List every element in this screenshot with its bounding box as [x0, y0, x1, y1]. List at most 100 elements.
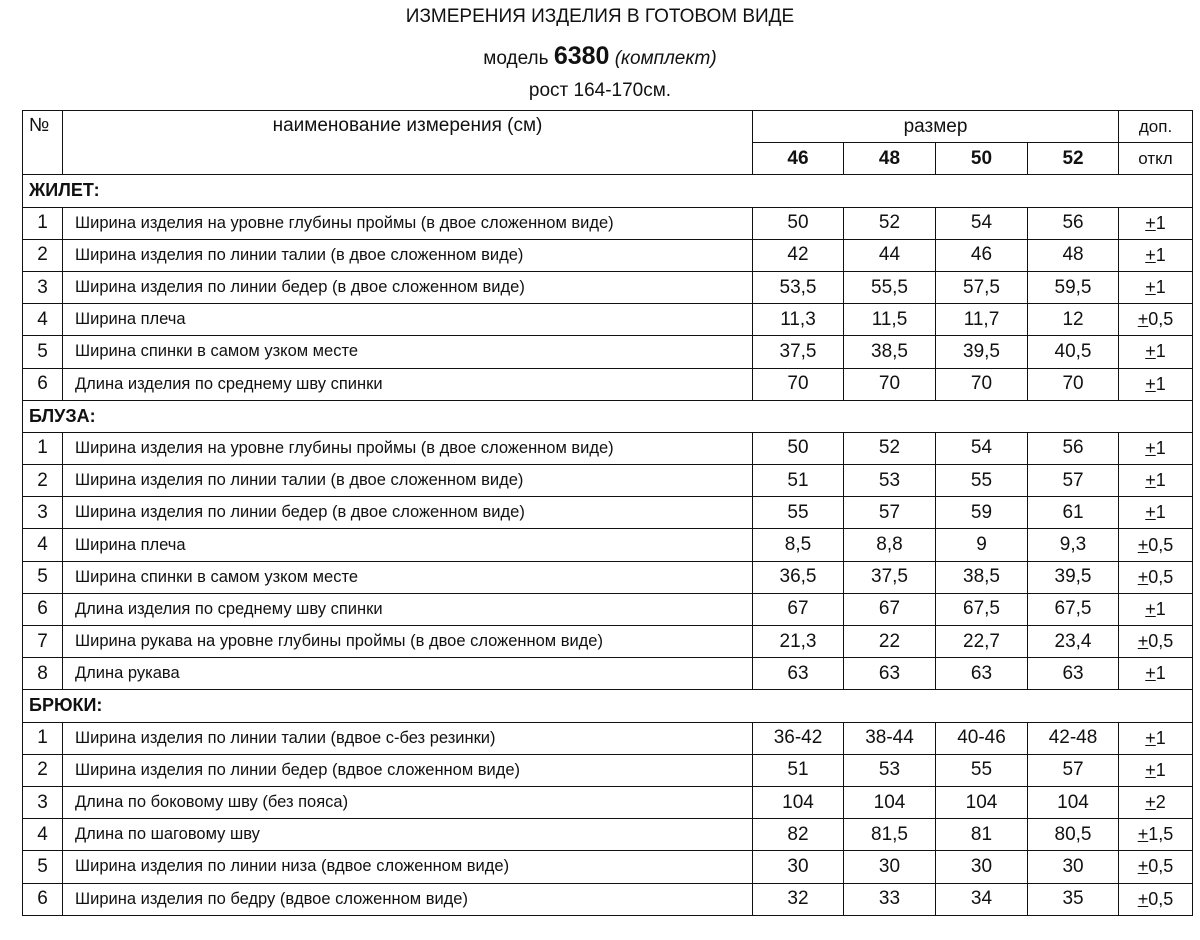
table-row: 4 Ширина плеча 8,5 8,8 9 9,3 +0,5 [22, 528, 1194, 562]
measurement-name: Ширина изделия по линии бедер (вдвое сло… [62, 753, 753, 787]
size-value: 52 [843, 431, 936, 466]
size-value: 37,5 [752, 335, 844, 369]
tolerance-value: +1 [1118, 464, 1194, 498]
measurement-name: Ширина изделия по линии талии (в двое сл… [62, 238, 753, 272]
measurement-name: Длина изделия по среднему шву спинки [62, 592, 753, 627]
size-value: 38,5 [935, 560, 1028, 594]
size-value: 63 [935, 657, 1028, 691]
measurement-name: Длина рукава [62, 657, 753, 691]
size-value: 51 [752, 753, 844, 787]
size-value: 51 [752, 464, 844, 498]
row-number: 2 [22, 464, 63, 498]
size-value: 53 [843, 464, 936, 498]
size-value: 56 [1026, 431, 1120, 466]
size-value: 67 [843, 592, 936, 627]
size-value: 30 [1026, 850, 1120, 884]
measurements-table: № наименование измерения (см) размер доп… [21, 109, 1194, 916]
size-value: 53 [843, 753, 936, 787]
table-row: 5 Ширина спинки в самом узком месте 36,5 37… [22, 560, 1194, 594]
measurement-name: Ширина изделия по линии бедер (в двое сл… [62, 496, 753, 530]
size-value: 32 [752, 882, 844, 916]
size-value: 42-48 [1026, 721, 1120, 755]
tolerance-value: +1 [1118, 431, 1194, 466]
size-46: 46 [752, 142, 844, 176]
model-prefix: модель [483, 48, 549, 69]
model-suffix: (комплект) [614, 48, 717, 69]
model-number: 6380 [553, 42, 610, 70]
size-value: 8,5 [752, 528, 844, 562]
tolerance-value: +1 [1118, 206, 1194, 240]
row-number: 6 [22, 367, 63, 401]
tolerance-value: +1 [1118, 496, 1194, 530]
size-value: 9,3 [1026, 528, 1120, 562]
size-value: 46 [935, 238, 1028, 272]
size-value: 30 [935, 850, 1028, 884]
size-value: 11,7 [935, 303, 1028, 337]
size-48: 48 [843, 142, 936, 176]
table-row: 1 Ширина изделия на уровне глубины проймы… [22, 431, 1194, 466]
row-number: 1 [22, 206, 63, 240]
size-value: 35 [1026, 882, 1120, 916]
table-row: 6 Ширина изделия по бедру (вдвое сложенно… [22, 882, 1194, 916]
measurement-name: Ширина спинки в самом узком месте [62, 335, 753, 369]
size-value: 63 [1026, 657, 1120, 691]
size-value: 8,8 [843, 528, 936, 562]
size-value: 104 [935, 785, 1028, 820]
size-value: 52 [843, 206, 936, 240]
header-no: № [22, 109, 63, 176]
section-row: ЖИЛЕТ: [21, 174, 1194, 208]
row-number: 5 [22, 850, 63, 884]
table-row: 1 Ширина изделия на уровне глубины проймы… [22, 206, 1194, 240]
row-number: 5 [22, 560, 63, 594]
size-value: 21,3 [752, 624, 844, 659]
table-row: 3 Ширина изделия по линии бедер (в двое с… [22, 496, 1194, 530]
row-number: 1 [22, 431, 63, 466]
size-52: 52 [1026, 142, 1120, 176]
measurement-name: Ширина изделия по бедру (вдвое сложенном… [62, 882, 753, 916]
tolerance-value: +0,5 [1118, 303, 1194, 337]
size-value: 40,5 [1026, 335, 1120, 369]
size-value: 30 [843, 850, 936, 884]
measurement-name: Длина по боковому шву (без пояса) [62, 785, 753, 820]
size-value: 22 [843, 624, 936, 659]
size-value: 67,5 [935, 592, 1028, 627]
size-value: 48 [1026, 238, 1120, 272]
tolerance-value: +1 [1118, 657, 1194, 691]
table-row: 5 Ширина изделия по линии низа (вдвое сло… [22, 850, 1194, 884]
size-value: 33 [843, 882, 936, 916]
size-value: 50 [752, 206, 844, 240]
measurement-name: Ширина плеча [62, 303, 753, 337]
tolerance-value: +1 [1118, 592, 1194, 627]
tolerance-value: +0,5 [1118, 560, 1194, 594]
table-row: 3 Длина по боковому шву (без пояса) 104 104… [22, 785, 1194, 820]
size-value: 9 [935, 528, 1028, 562]
size-value: 55 [935, 464, 1028, 498]
section-row: БРЮКИ: [21, 689, 1194, 723]
row-number: 2 [22, 238, 63, 272]
size-value: 104 [1026, 785, 1120, 820]
table-row: 2 Ширина изделия по линии талии (в двое с… [22, 464, 1194, 498]
size-value: 81 [935, 818, 1028, 852]
size-value: 54 [935, 431, 1028, 466]
size-value: 38,5 [843, 335, 936, 369]
row-number: 6 [22, 592, 63, 627]
measurement-name: Ширина рукава на уровне глубины проймы (… [62, 624, 753, 659]
tolerance-value: +0,5 [1118, 850, 1194, 884]
size-value: 23,4 [1026, 624, 1120, 659]
size-value: 44 [843, 238, 936, 272]
measurement-name: Ширина изделия на уровне глубины проймы … [62, 206, 753, 240]
size-value: 37,5 [843, 560, 936, 594]
tolerance-value: +0,5 [1118, 528, 1194, 562]
size-value: 63 [843, 657, 936, 691]
size-value: 39,5 [935, 335, 1028, 369]
size-value: 104 [843, 785, 936, 820]
table-row: 6 Длина изделия по среднему шву спинки 70 7… [22, 367, 1194, 401]
size-value: 57 [843, 496, 936, 530]
tolerance-value: +1,5 [1118, 818, 1194, 852]
document-title: ИЗМЕРЕНИЯ ИЗДЕЛИЯ В ГОТОВОМ ВИДЕ [405, 6, 795, 27]
header-name: наименование измерения (см) [62, 109, 753, 176]
size-value: 30 [752, 850, 844, 884]
measurement-name: Ширина изделия по линии низа (вдвое слож… [62, 850, 753, 884]
size-value: 80,5 [1026, 818, 1120, 852]
size-value: 55 [935, 753, 1028, 787]
